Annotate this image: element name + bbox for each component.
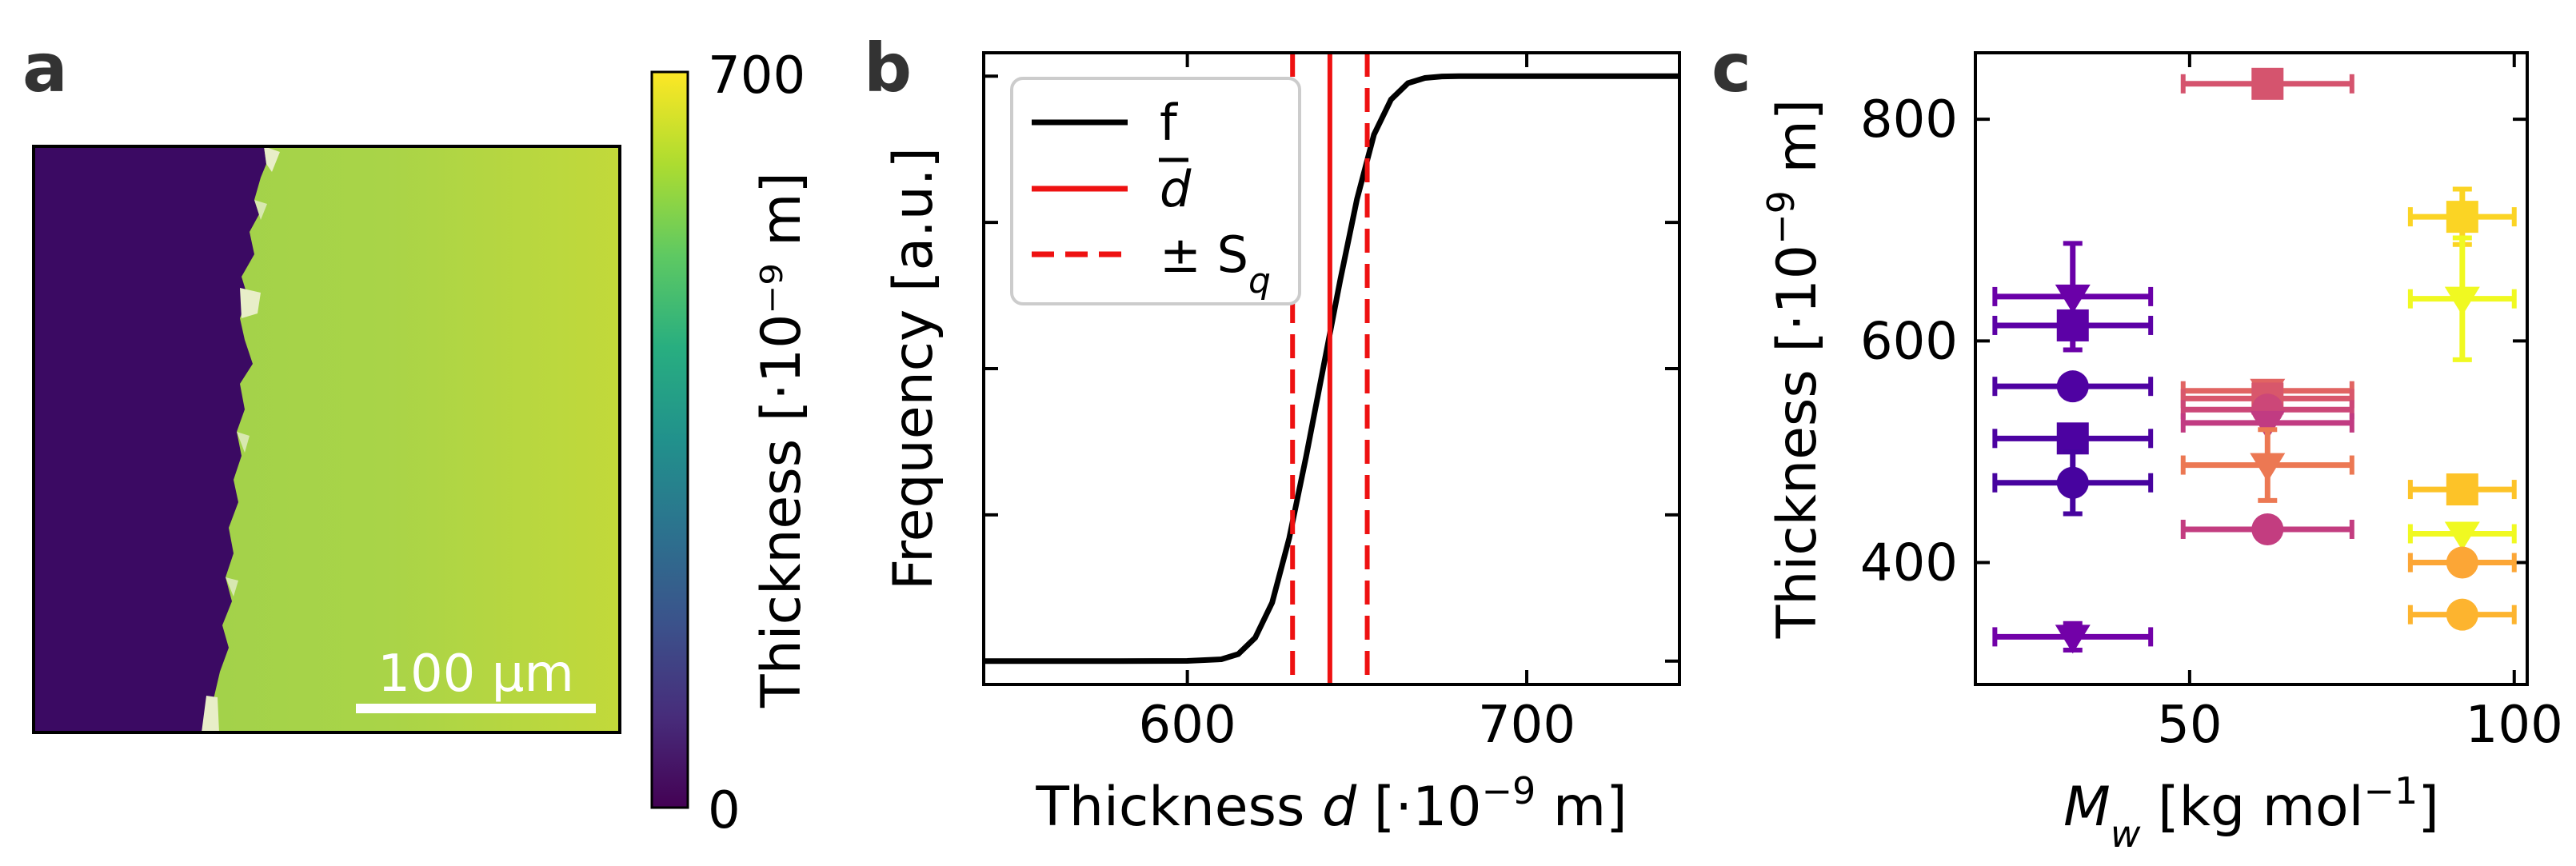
c-point-triangle-down: [1992, 241, 2154, 353]
c-marker-circle: [2446, 598, 2478, 631]
c-xtick-label: 100: [2466, 696, 2563, 755]
b-legend-label-dmean: d: [1160, 160, 1192, 218]
c-point-triangle-down: [2180, 427, 2354, 503]
heatmap-frame: [32, 145, 621, 734]
colorbar-min-label: 0: [708, 781, 741, 840]
c-xtick-label: 50: [2157, 696, 2222, 755]
scalebar-label: 100 μm: [377, 645, 574, 704]
c-marker-triangle-down: [2444, 521, 2480, 551]
c-point-circle: [2407, 546, 2517, 579]
b-axes-frame: [982, 51, 1681, 686]
c-ytick-label: 400: [1860, 534, 1958, 593]
c-axes-frame: [1974, 51, 2529, 686]
c-points: [1992, 67, 2517, 654]
substrate-region: [34, 146, 266, 732]
panel-letter-c: c: [1711, 29, 1751, 107]
c-point-circle: [2180, 513, 2354, 545]
b-xtick-label: 700: [1478, 696, 1576, 755]
panel-letter-a: a: [22, 29, 68, 107]
colorbar: [650, 70, 689, 809]
c-marker-triangle-down: [2055, 284, 2091, 313]
c-marker-square: [2446, 473, 2478, 506]
c-point-square: [1992, 422, 2154, 455]
b-ylabel: Frequency [a.u.]: [882, 147, 945, 590]
colorbar-label: Thickness [·10⁻⁹ m]: [750, 172, 813, 708]
c-point-square: [1992, 309, 2154, 341]
b-legend-label-sq-sub: q: [1248, 261, 1271, 301]
c-marker-triangle-down: [2250, 410, 2286, 440]
b-legend-box: [1010, 77, 1301, 305]
c-point-square: [2407, 473, 2517, 506]
c-marker-square: [2056, 422, 2089, 455]
b-legend-label-sq-base: ± S: [1160, 225, 1248, 284]
c-marker-square: [2056, 309, 2089, 341]
c-point-circle: [2407, 598, 2517, 631]
c-marker-square: [2446, 201, 2478, 233]
c-marker-circle: [2056, 466, 2089, 499]
c-point-triangle-down: [2180, 410, 2354, 440]
panel-c-scatter-chart: 50 100 400 600 800 Mw [kg mol−1] Thickness […: [1759, 51, 2563, 856]
c-point-triangle-down: [2407, 235, 2517, 362]
c-marker-triangle-down: [2055, 625, 2091, 654]
panel-letter-b: b: [864, 29, 912, 107]
b-legend-label-f: f: [1160, 94, 1179, 152]
c-marker-circle: [2251, 513, 2284, 545]
panel-a-heatmap: 100 μm 700 0 Thickness [·10⁻⁹ m]: [32, 46, 813, 840]
c-ticks: [1975, 53, 2527, 684]
c-tick-labels: 50 100 400 600 800: [1860, 90, 2563, 755]
c-marker-square: [2251, 67, 2284, 100]
b-xlabel: Thickness d [·10−9 m]: [1035, 769, 1627, 839]
scalebar: [356, 704, 596, 713]
edge-highlight: [202, 146, 280, 732]
c-xlabel: Mw [kg mol−1]: [2063, 769, 2439, 856]
b-legend-label-sq: ± Sq: [1160, 225, 1271, 301]
c-marker-circle: [2446, 546, 2478, 579]
c-point-square: [2407, 186, 2517, 247]
c-marker-triangle-down: [2250, 453, 2286, 482]
c-ytick-label: 600: [1860, 312, 1958, 371]
c-marker-triangle-down: [2444, 286, 2480, 316]
c-point-triangle-down: [1992, 621, 2154, 654]
c-point-square: [2180, 67, 2354, 100]
c-point-circle: [1992, 370, 2154, 403]
b-plot-area: [984, 53, 1679, 684]
b-tick-labels: 600 700: [1139, 696, 1576, 755]
c-point-triangle-down: [2407, 521, 2517, 551]
c-ytick-label: 800: [1860, 90, 1958, 150]
c-ylabel: Thickness [·10−9 m]: [1759, 99, 1829, 640]
b-legend: f d ± Sq: [1010, 77, 1301, 305]
b-xtick-label: 600: [1139, 696, 1236, 755]
b-ticks: [984, 53, 1679, 684]
panel-b-line-chart: 600 700 Thickness d [·10−9 m] Frequency […: [882, 51, 1681, 839]
colorbar-max-label: 700: [708, 46, 805, 106]
b-series-f: [984, 73, 1679, 664]
c-marker-circle: [2056, 370, 2089, 403]
c-point-circle: [1992, 449, 2154, 517]
